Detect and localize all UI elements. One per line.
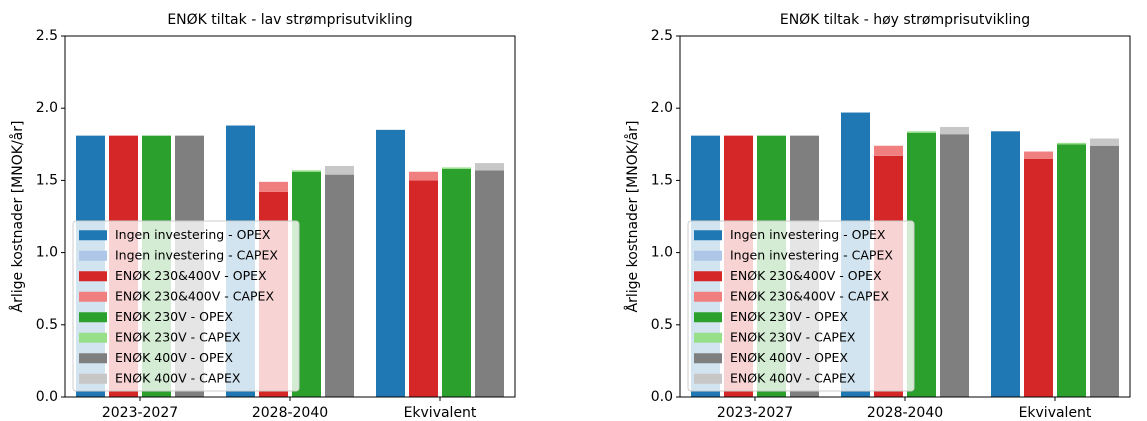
legend-label: ENØK 230V - CAPEX bbox=[730, 329, 856, 344]
legend-label: ENØK 230V - CAPEX bbox=[115, 329, 241, 344]
x-tick-label: 2023-2027 bbox=[102, 405, 178, 421]
y-tick-label: 1.0 bbox=[36, 245, 58, 261]
y-tick-label: 0.5 bbox=[36, 317, 58, 333]
legend-label: ENØK 400V - OPEX bbox=[115, 350, 233, 365]
legend-label: ENØK 230V - OPEX bbox=[115, 309, 233, 324]
legend-label: ENØK 400V - CAPEX bbox=[730, 370, 856, 385]
bar-segment bbox=[442, 167, 471, 169]
legend-swatch bbox=[79, 312, 107, 323]
chart-title: ENØK tiltak - lav strømprisutvikling bbox=[167, 12, 412, 28]
y-axis-label: Årlige kostnader [MNOK/år] bbox=[624, 121, 641, 313]
axes-frame bbox=[679, 35, 1131, 398]
bar-segment bbox=[907, 131, 936, 133]
legend-label: Ingen investering - OPEX bbox=[115, 227, 271, 242]
legend-swatch bbox=[79, 373, 107, 384]
bar-segment bbox=[874, 145, 903, 156]
chart-title: ENØK tiltak - høy strømprisutvikling bbox=[780, 12, 1030, 28]
bar-segment bbox=[1090, 138, 1119, 146]
y-tick-label: 2.5 bbox=[36, 28, 58, 44]
legend-label: ENØK 230&400V - OPEX bbox=[115, 268, 267, 283]
legend-label: ENØK 230&400V - OPEX bbox=[730, 268, 882, 283]
chart: ENØK tiltak - høy strømprisutvikling Årli… bbox=[624, 12, 1131, 421]
legend-swatch bbox=[694, 353, 722, 364]
legend-swatch bbox=[79, 250, 107, 261]
legend-swatch bbox=[694, 291, 722, 302]
bar-segment bbox=[442, 168, 471, 397]
y-tick-label: 2.0 bbox=[651, 100, 673, 116]
bar-segment bbox=[409, 171, 438, 181]
y-tick-label: 1.5 bbox=[36, 172, 58, 188]
x-tick-label: Ekvivalent bbox=[1019, 405, 1092, 421]
legend-swatch bbox=[79, 271, 107, 282]
bar-segment bbox=[325, 165, 354, 175]
legend-swatch bbox=[694, 250, 722, 261]
legend-swatch bbox=[694, 271, 722, 282]
legend-label: ENØK 230&400V - CAPEX bbox=[730, 288, 889, 303]
legend: Ingen investering - OPEX Ingen investerin… bbox=[72, 220, 300, 392]
bar-segment bbox=[259, 181, 288, 192]
legend-label: Ingen investering - CAPEX bbox=[115, 247, 278, 262]
bar-segment bbox=[1024, 158, 1053, 397]
bar-segment bbox=[475, 163, 504, 171]
legend-box bbox=[72, 220, 300, 392]
legend-label: ENØK 230V - OPEX bbox=[730, 309, 848, 324]
legend-box bbox=[687, 220, 915, 392]
y-tick-label: 0.5 bbox=[651, 317, 673, 333]
legend-swatch bbox=[79, 332, 107, 343]
bar-segment bbox=[475, 170, 504, 397]
y-tick-label: 0.0 bbox=[36, 389, 58, 405]
legend-label: Ingen investering - OPEX bbox=[730, 227, 886, 242]
bar-segment bbox=[1024, 151, 1053, 159]
legend-swatch bbox=[694, 332, 722, 343]
legend-label: Ingen investering - CAPEX bbox=[730, 247, 893, 262]
legend: Ingen investering - OPEX Ingen investerin… bbox=[687, 220, 915, 392]
x-tick-label: 2028-2040 bbox=[867, 405, 943, 421]
legend-label: ENØK 400V - OPEX bbox=[730, 350, 848, 365]
bar-segment bbox=[376, 129, 405, 398]
legend-swatch bbox=[79, 291, 107, 302]
chart: ENØK tiltak - lav strømprisutvikling Årli… bbox=[9, 12, 516, 421]
bar-segment bbox=[292, 170, 321, 172]
legend-label: ENØK 400V - CAPEX bbox=[115, 370, 241, 385]
y-tick-label: 2.5 bbox=[651, 28, 673, 44]
x-tick-label: 2023-2027 bbox=[717, 405, 793, 421]
y-tick-label: 1.0 bbox=[651, 245, 673, 261]
y-tick-label: 1.5 bbox=[651, 172, 673, 188]
bar-segment bbox=[325, 174, 354, 397]
bar-segment bbox=[1090, 145, 1119, 397]
axes-frame bbox=[64, 35, 516, 398]
bar-segment bbox=[991, 131, 1020, 397]
bar-segment bbox=[1057, 144, 1086, 397]
y-tick-label: 0.0 bbox=[651, 389, 673, 405]
y-tick-label: 2.0 bbox=[36, 100, 58, 116]
legend-swatch bbox=[694, 312, 722, 323]
y-axis-label: Årlige kostnader [MNOK/år] bbox=[9, 121, 26, 313]
x-tick-label: 2028-2040 bbox=[252, 405, 328, 421]
x-tick-label: Ekvivalent bbox=[404, 405, 477, 421]
legend-swatch bbox=[694, 230, 722, 241]
bar-segment bbox=[940, 134, 969, 397]
bar-segment bbox=[1057, 142, 1086, 145]
legend-label: ENØK 230&400V - CAPEX bbox=[115, 288, 274, 303]
bar-segment bbox=[940, 126, 969, 135]
bar-segment bbox=[409, 180, 438, 397]
legend-swatch bbox=[694, 373, 722, 384]
legend-swatch bbox=[79, 353, 107, 364]
legend-swatch bbox=[79, 230, 107, 241]
